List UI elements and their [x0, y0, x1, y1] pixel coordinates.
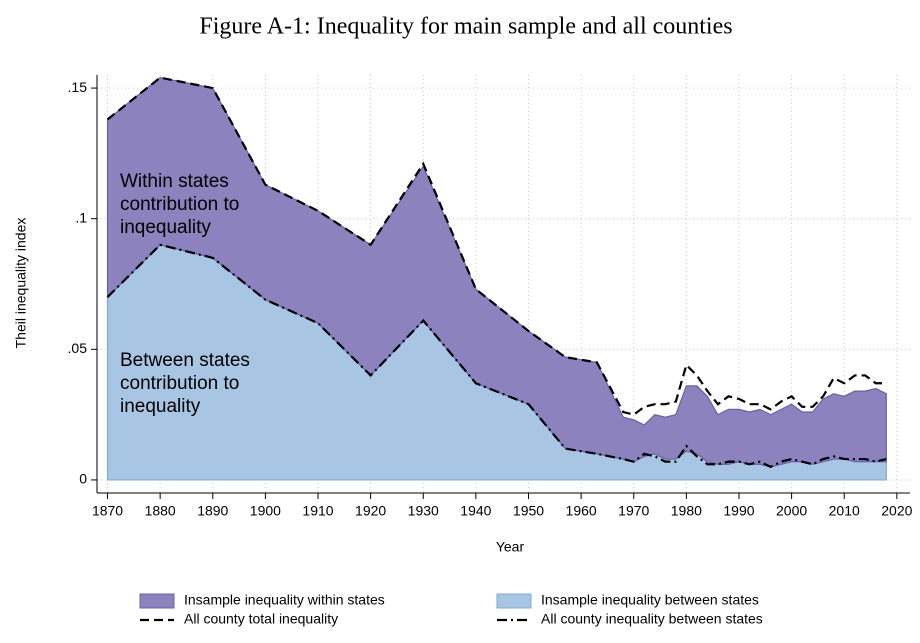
legend-label: Insample inequality within states: [184, 592, 385, 608]
y-axis-label: Theil inequality index: [13, 218, 29, 349]
x-tick-label: 1930: [408, 503, 439, 519]
x-tick-label: 1890: [197, 503, 228, 519]
x-tick-label: 1880: [145, 503, 176, 519]
annotation: Between states: [120, 350, 250, 371]
x-tick-label: 1970: [618, 503, 649, 519]
x-tick-label: 1990: [723, 503, 754, 519]
chart-title: Figure A-1: Inequality for main sample a…: [199, 14, 732, 40]
axes: 0 .05 .1 .15 1870 1880 1890 1900 1910 1920 1930 194…: [68, 75, 913, 519]
x-tick-label: 1910: [302, 503, 333, 519]
legend-swatch: [496, 593, 532, 609]
legend: Insample inequality within states Insampl…: [139, 592, 763, 627]
y-tick-label: .1: [75, 209, 87, 225]
y-tick-label: .05: [68, 340, 88, 356]
x-tick-label: 1870: [92, 503, 123, 519]
x-axis-label: Year: [496, 539, 525, 555]
annotation: contribution to: [120, 373, 239, 394]
x-tick-label: 1950: [513, 503, 544, 519]
y-tick-label: .15: [68, 79, 88, 95]
line: [106, 243, 887, 469]
x-tick-label: 1900: [250, 503, 281, 519]
x-tick-label: 2010: [829, 503, 860, 519]
legend-swatch: [139, 593, 175, 609]
x-tick-label: 1960: [566, 503, 597, 519]
x-tick-label: 1980: [671, 503, 702, 519]
annotation: contribution to: [120, 194, 239, 215]
legend-label: All county inequality between states: [541, 611, 763, 627]
x-tick-label: 1920: [355, 503, 386, 519]
y-tick-label: 0: [79, 471, 87, 487]
plot-area: [106, 76, 887, 481]
line: [106, 76, 887, 416]
x-tick-label: 1940: [460, 503, 491, 519]
annotation: inequality: [120, 396, 201, 417]
legend-label: All county total inequality: [184, 611, 338, 627]
annotation: Within states: [120, 171, 229, 192]
x-tick-label: 2020: [881, 503, 912, 519]
annotation: inqequality: [120, 217, 211, 238]
legend-label: Insample inequality between states: [541, 592, 759, 608]
x-tick-label: 2000: [776, 503, 807, 519]
